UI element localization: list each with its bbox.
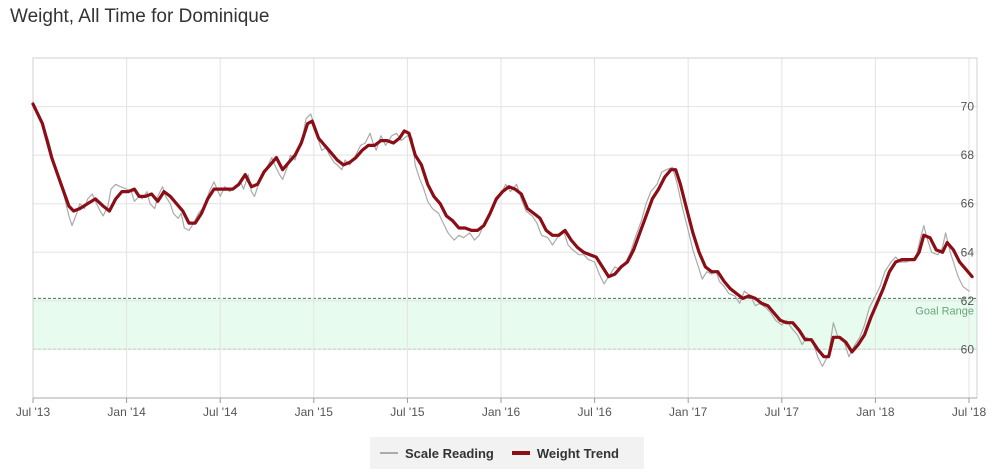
x-tick-label: Jul '17 <box>765 405 800 419</box>
x-tick-label: Jan '15 <box>295 405 334 419</box>
y-tick-label: 66 <box>961 197 975 211</box>
goal-range-band <box>33 298 977 350</box>
x-tick-label: Jul '14 <box>203 405 238 419</box>
y-tick-label: 64 <box>961 245 975 259</box>
legend-label-scale-reading: Scale Reading <box>405 445 494 461</box>
legend-item-weight-trend[interactable]: Weight Trend <box>511 445 619 461</box>
goal-range-layer <box>33 297 977 350</box>
y-tick-label: 70 <box>961 100 975 114</box>
x-tick-label: Jan '17 <box>669 405 708 419</box>
y-tick-label: 68 <box>961 148 975 162</box>
goal-range-label: Goal Range <box>915 305 974 317</box>
x-tick-label: Jul '13 <box>16 405 51 419</box>
legend-item-scale-reading[interactable]: Scale Reading <box>380 446 494 461</box>
y-tick-label: 62 <box>961 294 975 308</box>
weight-trend-line <box>31 102 974 359</box>
legend-label-weight-trend: Weight Trend <box>536 445 619 461</box>
chart-legend: Scale Reading Weight Trend <box>370 437 644 469</box>
label-layer: Goal Range 60 62 64 66 68 70 Jul '13 Jan '14 Jul … <box>16 100 987 419</box>
x-tick-label: Jan '14 <box>107 405 146 419</box>
scale-reading-swatch <box>380 452 398 454</box>
x-tick-label: Jul '15 <box>390 405 425 419</box>
x-tick-label: Jul '16 <box>577 405 612 419</box>
axis-layer <box>32 57 978 403</box>
series-layer <box>31 101 974 367</box>
y-tick-label: 60 <box>961 342 975 356</box>
x-tick-label: Jan '16 <box>482 405 521 419</box>
x-tick-label: Jul '18 <box>952 405 987 419</box>
weight-trend-swatch <box>511 451 530 455</box>
chart-title: Weight, All Time for Dominique <box>10 6 270 27</box>
x-tick-label: Jan '18 <box>856 405 895 419</box>
